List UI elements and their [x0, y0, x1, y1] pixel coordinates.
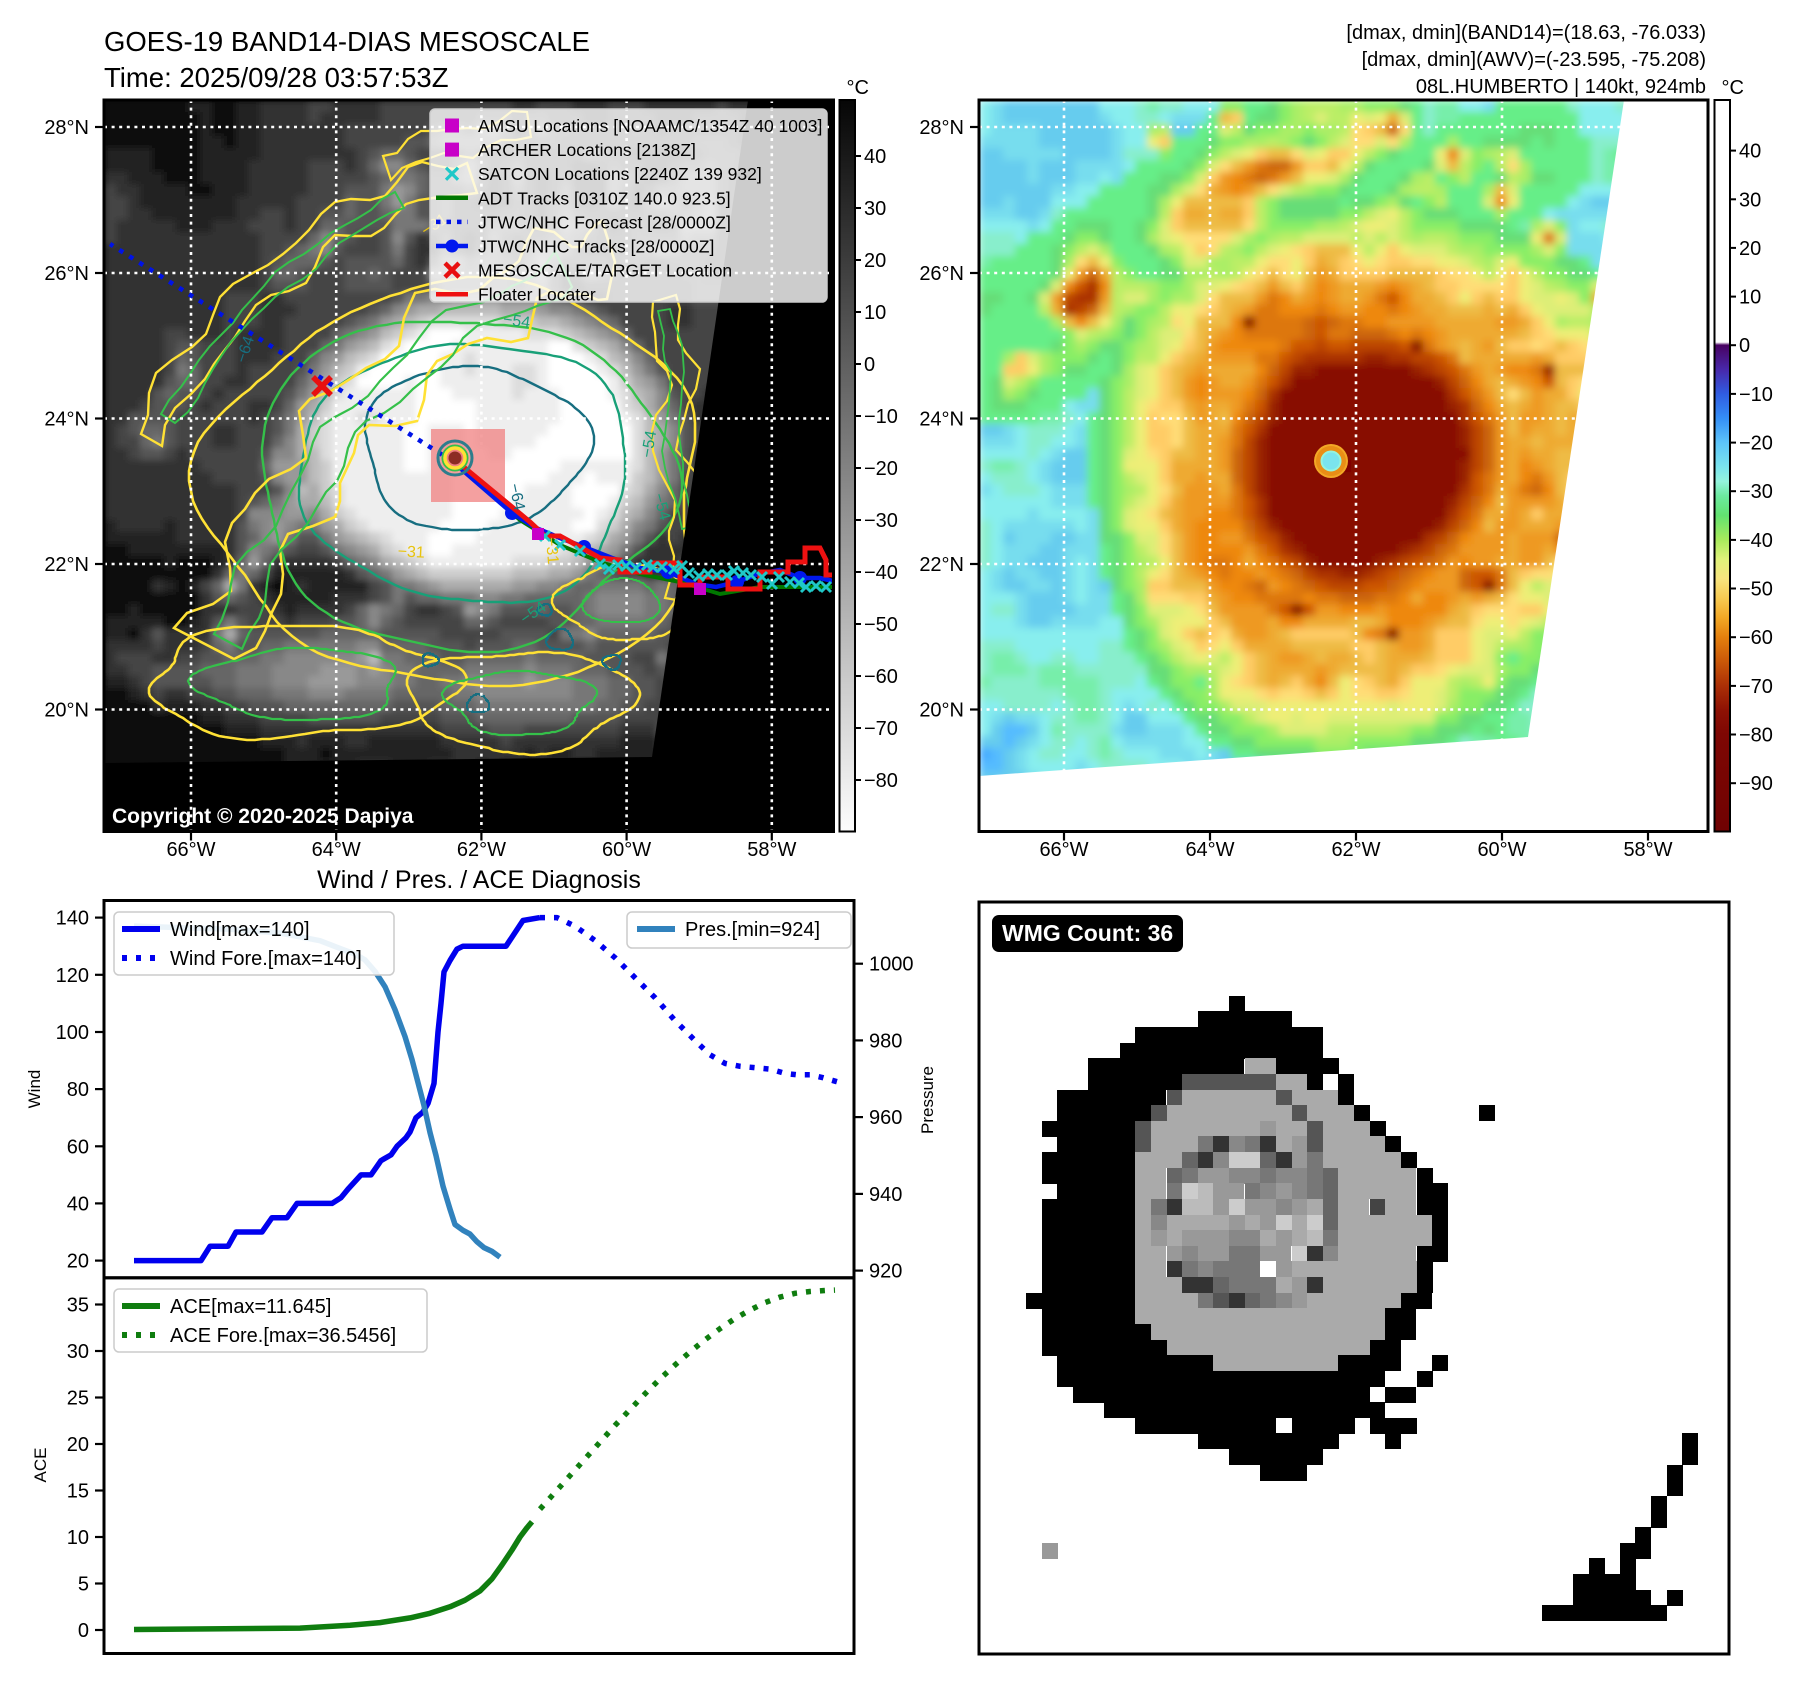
svg-text:920: 920 — [869, 1261, 902, 1283]
svg-text:JTWC/NHC Forecast [28/0000Z]: JTWC/NHC Forecast [28/0000Z] — [478, 212, 731, 232]
svg-text:20: 20 — [67, 1251, 89, 1273]
svg-text:26°N: 26°N — [44, 263, 89, 285]
svg-text:−40: −40 — [864, 562, 898, 584]
svg-text:−31: −31 — [542, 536, 561, 565]
svg-text:−80: −80 — [864, 770, 898, 792]
svg-text:Pres.[min=924]: Pres.[min=924] — [685, 919, 820, 941]
svg-text:28°N: 28°N — [919, 117, 964, 139]
svg-text:−50: −50 — [1739, 579, 1773, 601]
svg-text:°C: °C — [847, 77, 869, 99]
svg-text:15: 15 — [67, 1481, 89, 1503]
svg-text:ARCHER Locations [2138Z]: ARCHER Locations [2138Z] — [478, 140, 696, 160]
svg-text:10: 10 — [67, 1527, 89, 1549]
svg-text:120: 120 — [56, 965, 89, 987]
svg-text:08L.HUMBERTO | 140kt, 924mb: 08L.HUMBERTO | 140kt, 924mb — [1416, 76, 1706, 98]
svg-text:WMG Count: 36: WMG Count: 36 — [1002, 920, 1173, 946]
svg-text:940: 940 — [869, 1184, 902, 1206]
svg-text:−40: −40 — [1739, 530, 1773, 552]
svg-text:60: 60 — [67, 1136, 89, 1158]
svg-text:Floater Locater: Floater Locater — [478, 285, 596, 305]
svg-text:100: 100 — [56, 1022, 89, 1044]
svg-text:AMSU Locations [NOAAMC/1354Z 4: AMSU Locations [NOAAMC/1354Z 40 1003] — [478, 116, 822, 136]
svg-text:40: 40 — [67, 1193, 89, 1215]
svg-text:26°N: 26°N — [919, 263, 964, 285]
svg-text:Wind / Pres. / ACE Diagnosis: Wind / Pres. / ACE Diagnosis — [317, 866, 641, 894]
svg-text:−70: −70 — [1739, 676, 1773, 698]
svg-text:−54: −54 — [650, 492, 673, 523]
svg-text:20°N: 20°N — [44, 700, 89, 722]
svg-text:64°W: 64°W — [1185, 839, 1234, 861]
svg-text:30: 30 — [67, 1341, 89, 1363]
svg-text:58°W: 58°W — [747, 839, 796, 861]
svg-text:20: 20 — [67, 1434, 89, 1456]
svg-text:Pressure: Pressure — [918, 1066, 937, 1134]
svg-text:Wind[max=140]: Wind[max=140] — [170, 919, 310, 941]
svg-text:22°N: 22°N — [919, 554, 964, 576]
svg-text:0: 0 — [78, 1620, 89, 1642]
svg-text:66°W: 66°W — [166, 839, 215, 861]
svg-text:−64: −64 — [505, 482, 527, 512]
svg-text:62°W: 62°W — [457, 839, 506, 861]
svg-text:−30: −30 — [1739, 481, 1773, 503]
svg-text:−90: −90 — [1739, 773, 1773, 795]
svg-text:−54: −54 — [502, 311, 531, 332]
svg-text:20: 20 — [1739, 238, 1761, 260]
svg-text:Wind: Wind — [25, 1070, 44, 1109]
svg-text:[dmax, dmin](AWV)=(-23.595, -7: [dmax, dmin](AWV)=(-23.595, -75.208) — [1362, 49, 1706, 71]
svg-text:10: 10 — [864, 302, 886, 324]
svg-text:Copyright © 2020-2025 Dapiya: Copyright © 2020-2025 Dapiya — [112, 805, 414, 828]
svg-text:Wind Fore.[max=140]: Wind Fore.[max=140] — [170, 948, 362, 970]
svg-text:0: 0 — [864, 354, 875, 376]
svg-text:ACE[max=11.645]: ACE[max=11.645] — [170, 1296, 331, 1318]
svg-text:GOES-19 BAND14-DIAS MESOSCALE: GOES-19 BAND14-DIAS MESOSCALE — [104, 26, 590, 57]
svg-text:30: 30 — [864, 198, 886, 220]
svg-text:[dmax, dmin](BAND14)=(18.63, -: [dmax, dmin](BAND14)=(18.63, -76.033) — [1346, 22, 1706, 44]
svg-text:60°W: 60°W — [602, 839, 651, 861]
svg-text:66°W: 66°W — [1039, 839, 1088, 861]
svg-text:Time: 2025/09/28 03:57:53Z: Time: 2025/09/28 03:57:53Z — [104, 62, 449, 93]
svg-text:0: 0 — [1739, 335, 1750, 357]
svg-text:−60: −60 — [864, 666, 898, 688]
svg-text:24°N: 24°N — [44, 409, 89, 431]
svg-text:−10: −10 — [1739, 384, 1773, 406]
svg-text:JTWC/NHC Tracks [28/0000Z]: JTWC/NHC Tracks [28/0000Z] — [478, 237, 714, 257]
svg-text:62°W: 62°W — [1331, 839, 1380, 861]
svg-text:64°W: 64°W — [312, 839, 361, 861]
svg-text:22°N: 22°N — [44, 554, 89, 576]
svg-text:40: 40 — [1739, 141, 1761, 163]
svg-text:960: 960 — [869, 1107, 902, 1129]
svg-text:SATCON Locations [2240Z 139 93: SATCON Locations [2240Z 139 932] — [478, 164, 762, 184]
svg-text:−50: −50 — [864, 614, 898, 636]
svg-text:10: 10 — [1739, 287, 1761, 309]
svg-text:−54: −54 — [639, 429, 660, 459]
svg-text:58°W: 58°W — [1623, 839, 1672, 861]
svg-text:140: 140 — [56, 908, 89, 930]
svg-text:20°N: 20°N — [919, 700, 964, 722]
svg-text:−10: −10 — [864, 406, 898, 428]
svg-text:30: 30 — [1739, 189, 1761, 211]
svg-text:80: 80 — [67, 1079, 89, 1101]
svg-text:40: 40 — [864, 146, 886, 168]
svg-text:−30: −30 — [864, 510, 898, 532]
svg-text:°C: °C — [1722, 77, 1744, 99]
svg-text:20: 20 — [864, 250, 886, 272]
svg-text:28°N: 28°N — [44, 117, 89, 139]
svg-text:ACE: ACE — [31, 1448, 50, 1483]
svg-text:ACE Fore.[max=36.5456]: ACE Fore.[max=36.5456] — [170, 1325, 396, 1347]
svg-text:ADT Tracks [0310Z 140.0 923.5]: ADT Tracks [0310Z 140.0 923.5] — [478, 188, 731, 208]
svg-text:−20: −20 — [864, 458, 898, 480]
svg-text:980: 980 — [869, 1030, 902, 1052]
svg-text:5: 5 — [78, 1574, 89, 1596]
svg-text:−70: −70 — [864, 718, 898, 740]
svg-text:−60: −60 — [1739, 627, 1773, 649]
svg-text:24°N: 24°N — [919, 409, 964, 431]
svg-text:1000: 1000 — [869, 954, 914, 976]
svg-text:−31: −31 — [397, 543, 425, 561]
svg-text:25: 25 — [67, 1388, 89, 1410]
svg-text:−20: −20 — [1739, 433, 1773, 455]
svg-text:60°W: 60°W — [1477, 839, 1526, 861]
svg-text:MESOSCALE/TARGET Location: MESOSCALE/TARGET Location — [478, 261, 732, 281]
svg-text:−80: −80 — [1739, 725, 1773, 747]
svg-text:35: 35 — [67, 1295, 89, 1317]
